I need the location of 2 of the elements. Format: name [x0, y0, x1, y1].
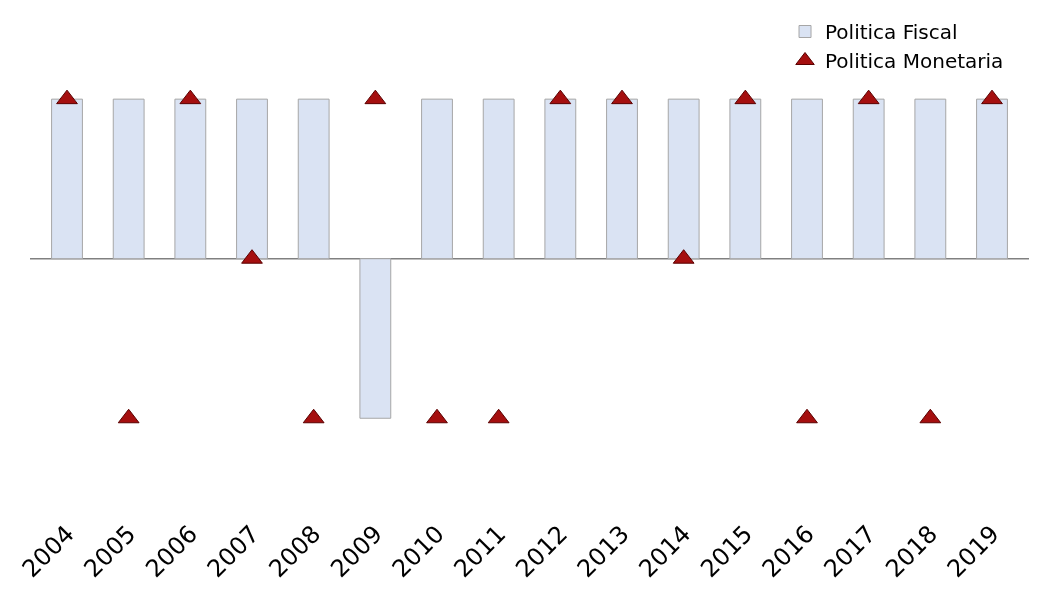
legend-label: Politica Fiscal — [825, 20, 958, 45]
legend-label: Politica Monetaria — [825, 49, 1004, 74]
